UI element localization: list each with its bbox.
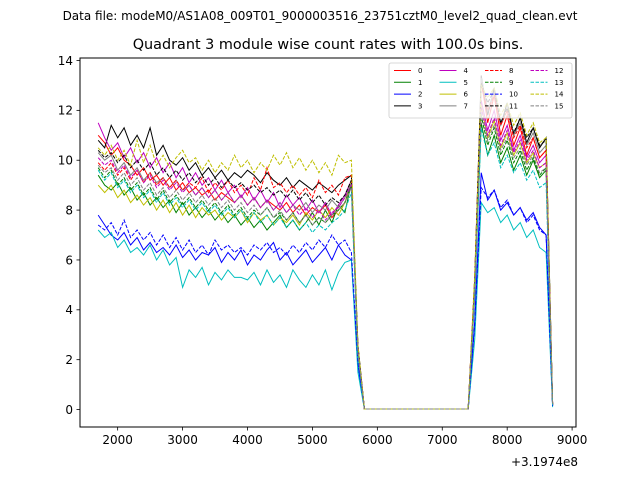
- legend-box: [388, 62, 573, 119]
- legend-label-3: 3: [418, 102, 422, 110]
- legend-label-9: 9: [509, 79, 513, 87]
- y-tick-label: 14: [58, 54, 73, 68]
- legend-label-6: 6: [464, 91, 469, 99]
- y-tick-label: 8: [65, 203, 73, 217]
- legend-label-12: 12: [555, 67, 564, 75]
- x-axis: 2000 3000 4000 5000 6000 7000 8000 9000: [102, 427, 587, 447]
- x-tick-label: 3000: [167, 433, 198, 447]
- y-tick-label: 10: [58, 154, 73, 168]
- x-tick-label: 5000: [297, 433, 328, 447]
- legend-label-0: 0: [418, 67, 422, 75]
- y-axis: 0 2 4 6 8 10 12 14: [58, 54, 80, 417]
- x-tick-label: 2000: [102, 433, 133, 447]
- series-line-11: [97, 82, 554, 410]
- legend-label-4: 4: [464, 67, 469, 75]
- x-tick-label: 8000: [492, 433, 523, 447]
- series-line-4: [97, 100, 554, 410]
- series-line-14: [97, 83, 554, 410]
- x-tick-label: 7000: [427, 433, 458, 447]
- series-line-15: [97, 112, 554, 410]
- series-line-1: [97, 122, 554, 410]
- legend-label-14: 14: [555, 91, 564, 99]
- x-tick-label: 6000: [362, 433, 393, 447]
- series-line-8: [97, 85, 554, 410]
- series-line-0: [97, 80, 554, 410]
- suptitle: Data file: modeM0/AS1A08_009T01_90000035…: [63, 9, 578, 23]
- legend-label-13: 13: [555, 79, 564, 87]
- series-line-13: [97, 127, 554, 410]
- legend-label-2: 2: [418, 91, 422, 99]
- y-tick-label: 4: [65, 303, 73, 317]
- legend-label-5: 5: [464, 79, 468, 87]
- legend-label-15: 15: [555, 102, 564, 110]
- plot-frame: [79, 57, 577, 428]
- legend-label-7: 7: [464, 102, 468, 110]
- x-tick-label: 4000: [232, 433, 263, 447]
- legend-label-10: 10: [509, 91, 518, 99]
- legend-label-1: 1: [418, 79, 422, 87]
- y-tick-label: 6: [65, 253, 73, 267]
- legend-label-11: 11: [509, 102, 518, 110]
- y-tick-label: 2: [65, 353, 73, 367]
- series-line-10: [97, 186, 554, 410]
- y-tick-label: 0: [65, 403, 73, 417]
- series-line-5: [97, 201, 554, 410]
- series-line-9: [97, 115, 554, 410]
- series-layer: [97, 75, 554, 410]
- x-tick-label: 9000: [557, 433, 588, 447]
- legend-label-8: 8: [509, 67, 513, 75]
- chart-title: Quadrant 3 module wise count rates with …: [133, 37, 524, 53]
- y-tick-label: 12: [58, 104, 73, 118]
- x-offset-label: +3.1974e8: [511, 455, 578, 469]
